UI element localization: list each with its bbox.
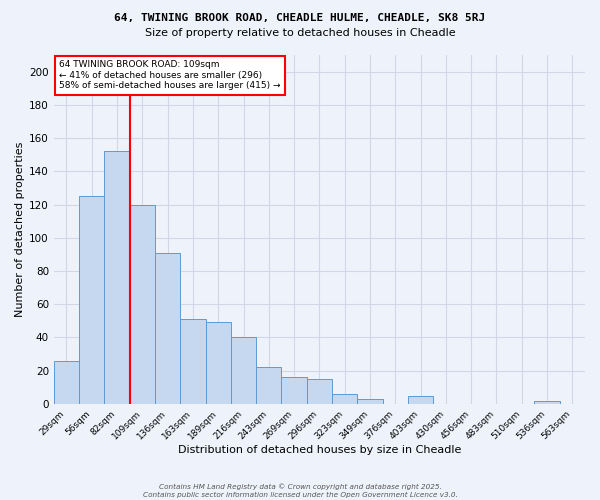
Text: 64 TWINING BROOK ROAD: 109sqm
← 41% of detached houses are smaller (296)
58% of : 64 TWINING BROOK ROAD: 109sqm ← 41% of d… [59, 60, 281, 90]
Bar [130, 204, 155, 404]
Bar [54, 360, 79, 404]
Bar [332, 394, 358, 404]
Bar [535, 400, 560, 404]
X-axis label: Distribution of detached houses by size in Cheadle: Distribution of detached houses by size … [178, 445, 461, 455]
Bar [358, 399, 383, 404]
Bar [206, 322, 231, 404]
Bar [408, 396, 433, 404]
Bar [180, 319, 206, 404]
Bar [155, 252, 180, 404]
Bar [307, 379, 332, 404]
Text: Contains HM Land Registry data © Crown copyright and database right 2025.
Contai: Contains HM Land Registry data © Crown c… [143, 484, 457, 498]
Text: Size of property relative to detached houses in Cheadle: Size of property relative to detached ho… [145, 28, 455, 38]
Bar [231, 338, 256, 404]
Bar [104, 152, 130, 404]
Y-axis label: Number of detached properties: Number of detached properties [15, 142, 25, 317]
Bar [79, 196, 104, 404]
Bar [256, 368, 281, 404]
Bar [281, 378, 307, 404]
Text: 64, TWINING BROOK ROAD, CHEADLE HULME, CHEADLE, SK8 5RJ: 64, TWINING BROOK ROAD, CHEADLE HULME, C… [115, 12, 485, 22]
